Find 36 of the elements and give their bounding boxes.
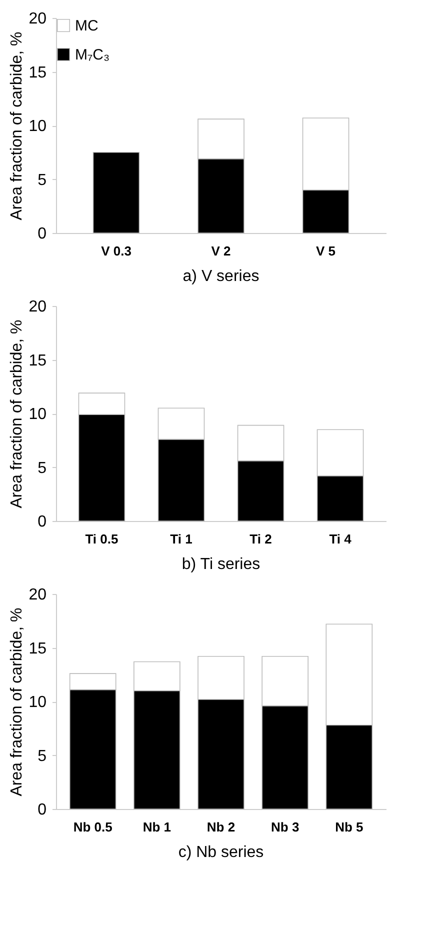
legend-label: M₇C₃ [75, 46, 110, 64]
y-tick-label: 0 [38, 802, 47, 818]
x-tick-label: Ti 4 [329, 532, 352, 546]
x-tick-label: V 5 [316, 244, 336, 258]
text: b) Ti series [182, 556, 260, 573]
y-axis-title: Area fraction of carbide, % [8, 320, 26, 508]
y-tick-label: 10 [28, 694, 47, 711]
y-tick-label: 5 [38, 460, 47, 477]
x-tick-label: V 0.3 [101, 244, 132, 258]
x-tick-label: Nb 5 [335, 820, 364, 834]
x-tick-label: Nb 1 [142, 820, 172, 834]
y-tick-label: 15 [28, 64, 47, 82]
y-axis-title: Area fraction of carbide, % [8, 608, 26, 796]
x-tick-label: Ti 2 [250, 532, 272, 546]
y-tick-label: 20 [28, 10, 47, 28]
x-tick-label: Nb 3 [270, 820, 300, 834]
x-tick-label: Nb 0.5 [73, 820, 112, 834]
y-tick-label: 5 [38, 172, 47, 189]
bar [92, 152, 140, 234]
y-tick-label: 20 [28, 298, 47, 316]
text: c) Nb series [178, 844, 264, 861]
y-tick-label: 10 [28, 406, 47, 423]
x-tick-label: Ti 1 [170, 532, 192, 546]
y-axis-title: Area fraction of carbide, % [8, 32, 26, 220]
y-tick-label: 10 [28, 118, 47, 135]
x-tick-label: V 2 [211, 244, 231, 258]
x-tick-label: Nb 2 [206, 820, 236, 834]
y-tick-label: 5 [38, 748, 47, 765]
text: a) V series [182, 268, 260, 285]
legend-label: MC [75, 18, 98, 34]
y-tick-label: 0 [38, 226, 47, 242]
y-tick-label: 15 [28, 352, 47, 370]
x-tick-label: Ti 0.5 [85, 532, 118, 546]
y-tick-label: 0 [38, 514, 47, 530]
y-tick-label: 20 [28, 586, 47, 604]
y-tick-label: 15 [28, 640, 47, 658]
